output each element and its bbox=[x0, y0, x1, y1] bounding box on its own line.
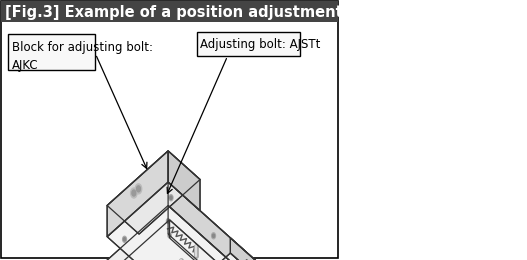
Polygon shape bbox=[107, 151, 200, 234]
Bar bbox=[1, 1, 338, 22]
Text: [Fig.3] Example of a position adjustment mechanism of locating carrier: [Fig.3] Example of a position adjustment… bbox=[5, 4, 527, 20]
Polygon shape bbox=[168, 182, 264, 260]
Circle shape bbox=[123, 238, 125, 241]
Polygon shape bbox=[107, 182, 264, 260]
Text: Block for adjusting bolt:
AJKC: Block for adjusting bolt: AJKC bbox=[12, 41, 153, 72]
Circle shape bbox=[212, 233, 216, 239]
FancyBboxPatch shape bbox=[8, 34, 95, 70]
Circle shape bbox=[167, 220, 169, 223]
Polygon shape bbox=[230, 238, 264, 260]
Polygon shape bbox=[170, 220, 280, 260]
Circle shape bbox=[123, 236, 126, 242]
Circle shape bbox=[136, 186, 140, 192]
Polygon shape bbox=[93, 205, 264, 260]
Polygon shape bbox=[169, 253, 264, 260]
Circle shape bbox=[132, 190, 136, 196]
Polygon shape bbox=[76, 220, 280, 260]
Circle shape bbox=[169, 234, 170, 237]
Circle shape bbox=[135, 184, 142, 194]
Polygon shape bbox=[107, 151, 168, 237]
FancyBboxPatch shape bbox=[197, 32, 300, 56]
Polygon shape bbox=[165, 226, 284, 260]
Circle shape bbox=[168, 233, 171, 238]
Circle shape bbox=[131, 188, 137, 198]
Circle shape bbox=[167, 219, 170, 224]
Circle shape bbox=[169, 195, 173, 201]
Text: Adjusting bolt: AJSTt: Adjusting bolt: AJSTt bbox=[200, 37, 321, 50]
Circle shape bbox=[170, 196, 172, 199]
Polygon shape bbox=[168, 205, 264, 260]
Polygon shape bbox=[168, 151, 200, 211]
Circle shape bbox=[212, 234, 214, 237]
